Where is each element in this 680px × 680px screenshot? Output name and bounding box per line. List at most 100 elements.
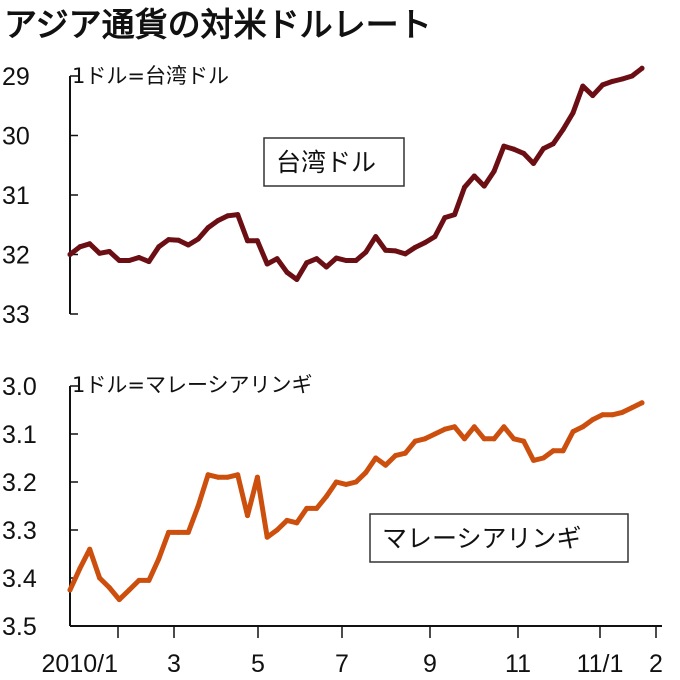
twd-data-point — [166, 237, 172, 243]
twd-data-point — [471, 173, 477, 179]
twd-data-point — [422, 240, 428, 246]
myr-data-point — [304, 505, 310, 511]
myr-data-point — [491, 436, 497, 442]
twd-data-point — [294, 277, 300, 282]
x-tick-label: 9 — [423, 650, 437, 678]
myr-legend-box — [369, 513, 629, 563]
twd-data-point — [609, 78, 615, 84]
myr-data-point — [205, 472, 211, 478]
myr-series-line — [67, 400, 645, 603]
myr-data-point — [501, 424, 507, 430]
twd-unit-label: 1ドル=台湾ドル — [72, 64, 229, 88]
x-tick-label: 5 — [251, 650, 265, 678]
twd-y-tick-label: 30 — [2, 123, 30, 151]
myr-data-point — [560, 448, 566, 454]
myr-data-point — [570, 429, 576, 435]
myr-data-point — [521, 438, 527, 444]
twd-data-point — [225, 213, 231, 219]
myr-data-point — [600, 412, 606, 418]
myr-y-tick-label: 3.5 — [2, 613, 37, 641]
myr-data-point — [590, 417, 596, 423]
myr-data-point — [116, 597, 122, 603]
myr-y-tick-label: 3.1 — [2, 421, 37, 449]
twd-data-point — [314, 256, 320, 262]
twd-data-point — [77, 244, 83, 250]
x-tick-label: 11 — [505, 650, 531, 678]
myr-data-point — [353, 479, 359, 485]
twd-data-point — [254, 238, 260, 244]
twd-data-point — [570, 110, 576, 116]
myr-y-tick-label: 3.2 — [2, 469, 37, 497]
myr-panel: 1ドル=マレーシアリンギ マレーシアリンギ 3.0 3.1 3.2 3.3 3.4 3.5 — [2, 373, 645, 641]
myr-data-point — [176, 529, 181, 535]
x-tick-label: 7 — [335, 650, 349, 678]
twd-data-point — [333, 255, 339, 261]
twd-data-point — [116, 258, 122, 263]
twd-data-point — [629, 73, 635, 79]
myr-data-point — [481, 436, 487, 442]
twd-y-tick-label: 31 — [2, 182, 30, 210]
twd-y-tick-label: 33 — [2, 301, 30, 329]
twd-data-point — [442, 215, 448, 221]
twd-data-point — [590, 93, 596, 99]
twd-y-tick-label: 29 — [2, 63, 30, 91]
myr-data-point — [629, 405, 635, 411]
myr-data-point — [412, 438, 418, 444]
x-tick-label: 2010/1 — [42, 650, 118, 678]
myr-data-point — [67, 587, 73, 593]
myr-data-point — [87, 546, 93, 552]
twd-legend-label: 台湾ドル — [276, 148, 376, 177]
myr-data-point — [580, 424, 586, 430]
myr-data-point — [294, 520, 300, 526]
twd-data-point — [501, 143, 507, 149]
twd-data-point — [156, 244, 162, 250]
myr-unit-label: 1ドル=マレーシアリンギ — [72, 373, 313, 397]
twd-data-point — [639, 65, 645, 71]
myr-data-point — [136, 577, 142, 583]
twd-data-point — [560, 127, 566, 132]
myr-data-point — [619, 409, 625, 415]
twd-data-point — [136, 255, 142, 260]
twd-data-point — [146, 259, 152, 265]
twd-data-point — [491, 168, 497, 174]
twd-legend-box — [263, 137, 405, 187]
twd-data-point — [540, 146, 546, 152]
twd-data-point — [373, 234, 379, 240]
myr-legend-label: マレーシアリンギ — [382, 524, 582, 553]
myr-data-point — [639, 400, 645, 406]
twd-data-point — [235, 212, 241, 218]
myr-y-tick-label: 3.3 — [2, 517, 37, 545]
myr-data-point — [363, 469, 369, 475]
myr-data-point — [215, 474, 221, 480]
myr-data-point — [511, 436, 517, 442]
twd-data-point — [323, 264, 329, 270]
myr-data-point — [274, 527, 280, 533]
x-tick-label: 3 — [167, 650, 181, 678]
myr-data-point — [452, 424, 458, 430]
myr-data-point — [254, 474, 260, 480]
twd-data-point — [432, 234, 438, 240]
x-tick-label: 2 — [649, 650, 663, 678]
myr-data-point — [314, 505, 320, 511]
myr-data-point — [323, 493, 329, 499]
myr-data-point — [225, 474, 231, 480]
twd-data-point — [363, 249, 369, 255]
myr-data-point — [106, 585, 112, 591]
myr-data-point — [383, 462, 389, 468]
myr-data-point — [97, 575, 103, 581]
twd-data-point — [600, 82, 606, 88]
twd-data-point — [619, 76, 625, 82]
twd-data-point — [274, 256, 280, 262]
twd-data-point — [531, 161, 536, 166]
myr-data-point — [540, 455, 546, 461]
myr-data-point — [343, 481, 349, 487]
twd-data-point — [462, 184, 467, 190]
twd-data-point — [67, 252, 73, 257]
myr-data-point — [402, 450, 408, 456]
myr-data-point — [333, 479, 339, 485]
x-tick-label: 11/1 — [577, 650, 624, 678]
twd-data-point — [550, 141, 556, 147]
twd-data-point — [97, 250, 103, 256]
myr-data-point — [185, 529, 191, 535]
